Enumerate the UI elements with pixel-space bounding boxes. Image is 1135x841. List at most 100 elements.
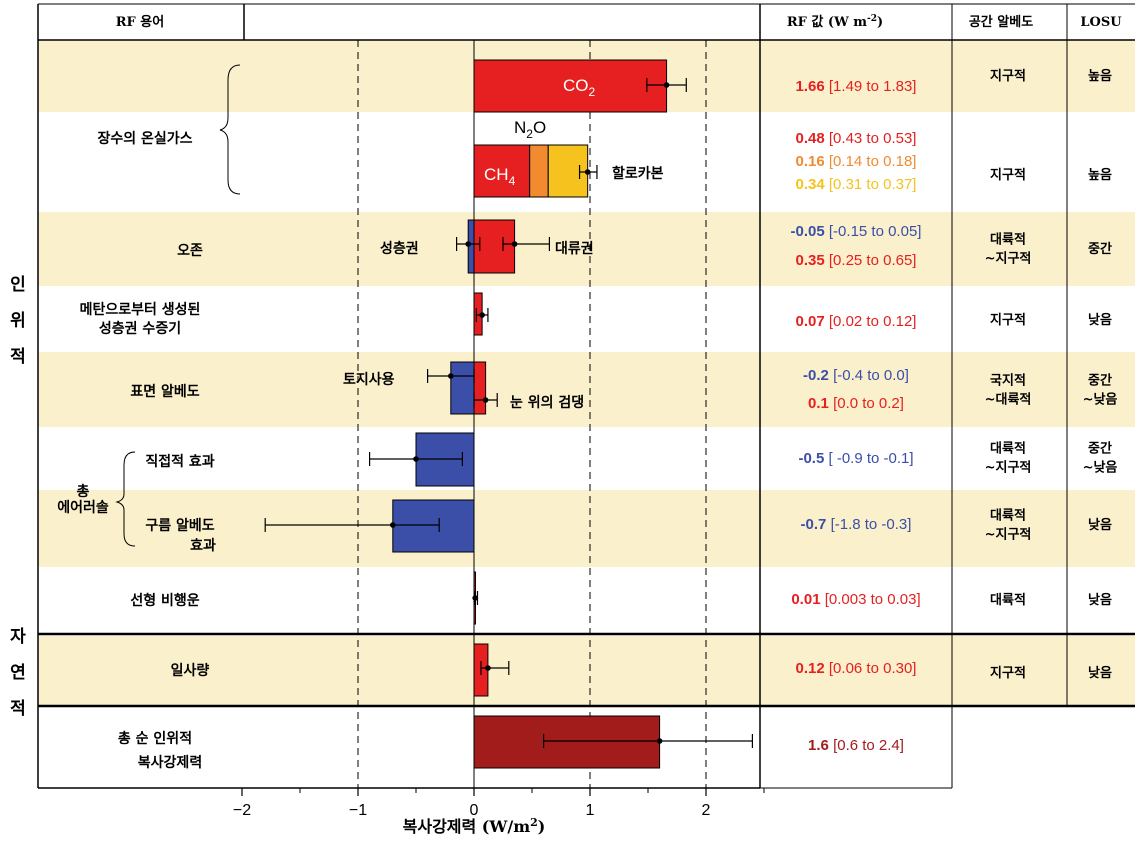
bar-land-use [450,361,475,415]
bar-co2 [473,59,668,113]
losu-cell-5-0: 중간 [1088,441,1112,457]
x-axis-title: 복사강제력 (W/m2) [403,816,546,836]
brace-lived-ghg [219,64,241,195]
label-halocarbons: 할로카본 [612,165,664,182]
header-rf-terms: RF 용어 [116,14,164,30]
side-label-natural-1: 자 [10,627,26,647]
row-label-cloud-1: 구름 알베도 [145,518,214,534]
spatial-column: 지구적지구적대륙적~지구적지구적국지적~대륙적대륙적~지구적대륙적~지구적대륙적… [985,68,1032,681]
row-label-contrails: 선형 비행운 [130,592,199,609]
error-bar-black-carbon-on-snow-point [482,397,489,403]
spatial-cell-0-0: 지구적 [990,68,1026,84]
rf-value-12: 0.12 [0.06 to 0.30] [796,660,917,677]
row-label-total-2: 복사강제력 [138,754,202,771]
losu-cell-3-0: 낮음 [1088,312,1112,328]
row-label-solar: 일사량 [171,663,210,679]
rf-value-column: 1.66 [1.49 to 1.83] 0.48 [0.43 to 0.53] 0.… [791,78,922,754]
error-bar-linear-contrails-point [472,595,478,601]
rf-value-8: 0.1 [0.0 to 0.2] [808,395,904,412]
x-tick-label-0: −2 [233,802,251,819]
row-label-lived-ghg: 장수의 온실가스 [97,130,192,147]
side-label-natural-2: 연 [10,663,26,683]
row-label-total-1: 총 순 인위적 [118,730,192,747]
error-bar-halocarbons [578,165,598,179]
losu-cell-2-0: 중간 [1088,241,1112,257]
bar-total-net-anthropogenic [473,715,661,769]
brace-aerosol [115,451,136,547]
label-strat-ozone: 성층권 [380,241,419,257]
losu-cell-4-1: ~낮음 [1083,392,1118,408]
rf-value-1: 0.48 [0.43 to 0.53] [796,130,917,147]
error-bar-total-net-anthropogenic [542,734,754,748]
row-label-direct: 직접적 효과 [145,453,214,470]
error-bar-stratospheric-water-vapour-point [479,312,485,318]
spatial-cell-3-0: 지구적 [990,312,1026,328]
label-co2: CO2 [563,76,596,99]
label-land-use: 토지사용 [343,372,395,388]
error-bar-stratospheric-ozone [456,237,481,251]
row-label-albedo: 표면 알베도 [130,383,199,400]
bar-halocarbons [547,144,589,198]
row-label-strat-h2o-1: 메탄으로부터 생성된 [80,301,201,318]
losu-cell-0-0: 높음 [1088,68,1112,84]
side-label-natural-3: 적 [10,699,26,719]
error-bar-aerosol-direct-effect-point [413,456,419,462]
error-bar-tropospheric-ozone-point [511,241,518,247]
bar-n2o [529,144,549,198]
row-label-aerosol-2: 에어러솔 [57,499,109,516]
rf-value-5: 0.35 [0.25 to 0.65] [796,252,917,269]
error-bar-cloud-albedo-effect [264,518,440,532]
rf-value-0: 1.66 [1.49 to 1.83] [796,78,917,95]
error-bar-stratospheric-water-vapour [475,308,489,322]
spatial-cell-6-0: 대륙적 [990,508,1026,524]
spatial-cell-5-1: ~지구적 [985,460,1032,476]
bar-cloud-albedo-effect [392,499,475,553]
label-black-carbon: 눈 위의 검댕 [510,394,584,411]
error-bar-tropospheric-ozone [502,237,551,251]
x-tick-label-4: 2 [702,802,711,819]
band-2 [38,352,1135,427]
error-bar-linear-contrails [472,591,479,605]
losu-cell-1-0: 높음 [1088,167,1112,183]
x-tick-label-2: 0 [470,802,479,819]
x-axis: −2 −1 0 1 2 [233,788,765,819]
bar-black-carbon-on-snow [473,361,487,415]
rf-value-9: -0.5 [ -0.9 to -0.1] [798,450,913,467]
row-label-strat-h2o-2: 성층권 수증기 [99,321,181,337]
error-bar-solar-irradiance [480,661,510,675]
header-rf-value: RF 값 (W m-2) [787,14,883,30]
error-bar-cloud-albedo-effect-point [390,522,396,528]
x-tick-label-3: 1 [586,802,595,819]
rf-value-11: 0.01 [0.003 to 0.03] [791,591,920,608]
side-label-anthropogenic-2: 위 [10,311,26,331]
error-bar-stratospheric-ozone-point [465,241,472,247]
label-n2o: N2O [514,118,546,141]
row-label-ozone: 오존 [177,243,203,259]
rf-value-6: 0.07 [0.02 to 0.12] [796,313,917,330]
losu-cell-7-0: 낮음 [1088,592,1112,608]
header-losu: LOSU [1080,15,1122,30]
table-frame [37,3,1135,789]
rf-value-13: 1.6 [0.6 to 2.4] [808,737,904,754]
error-bar-total-net-anthropogenic-point [656,738,663,744]
bar-tropospheric-ozone [473,219,516,274]
rf-value-3: 0.34 [0.31 to 0.37] [796,176,917,193]
side-label-anthropogenic-3: 적 [10,347,26,367]
losu-cell-8-0: 낮음 [1088,665,1112,681]
row-label-aerosol-1: 총 [77,484,90,500]
losu-cell-5-1: ~낮음 [1083,460,1118,476]
x-tick-label-1: −1 [349,802,367,819]
spatial-cell-8-0: 지구적 [990,665,1026,681]
side-label-anthropogenic-1: 인 [10,275,26,295]
spatial-cell-2-0: 대륙적 [990,232,1026,248]
rf-value-2: 0.16 [0.14 to 0.18] [796,153,917,170]
row-label-cloud-2: 효과 [190,538,216,554]
error-bar-halocarbons-point [584,169,591,175]
error-bar-black-carbon-on-snow [473,393,498,407]
rf-value-4: -0.05 [-0.15 to 0.05] [791,223,922,240]
error-bar-land-use [427,369,475,383]
spatial-cell-4-1: ~대륙적 [985,392,1032,408]
spatial-cell-7-0: 대륙적 [990,592,1026,608]
